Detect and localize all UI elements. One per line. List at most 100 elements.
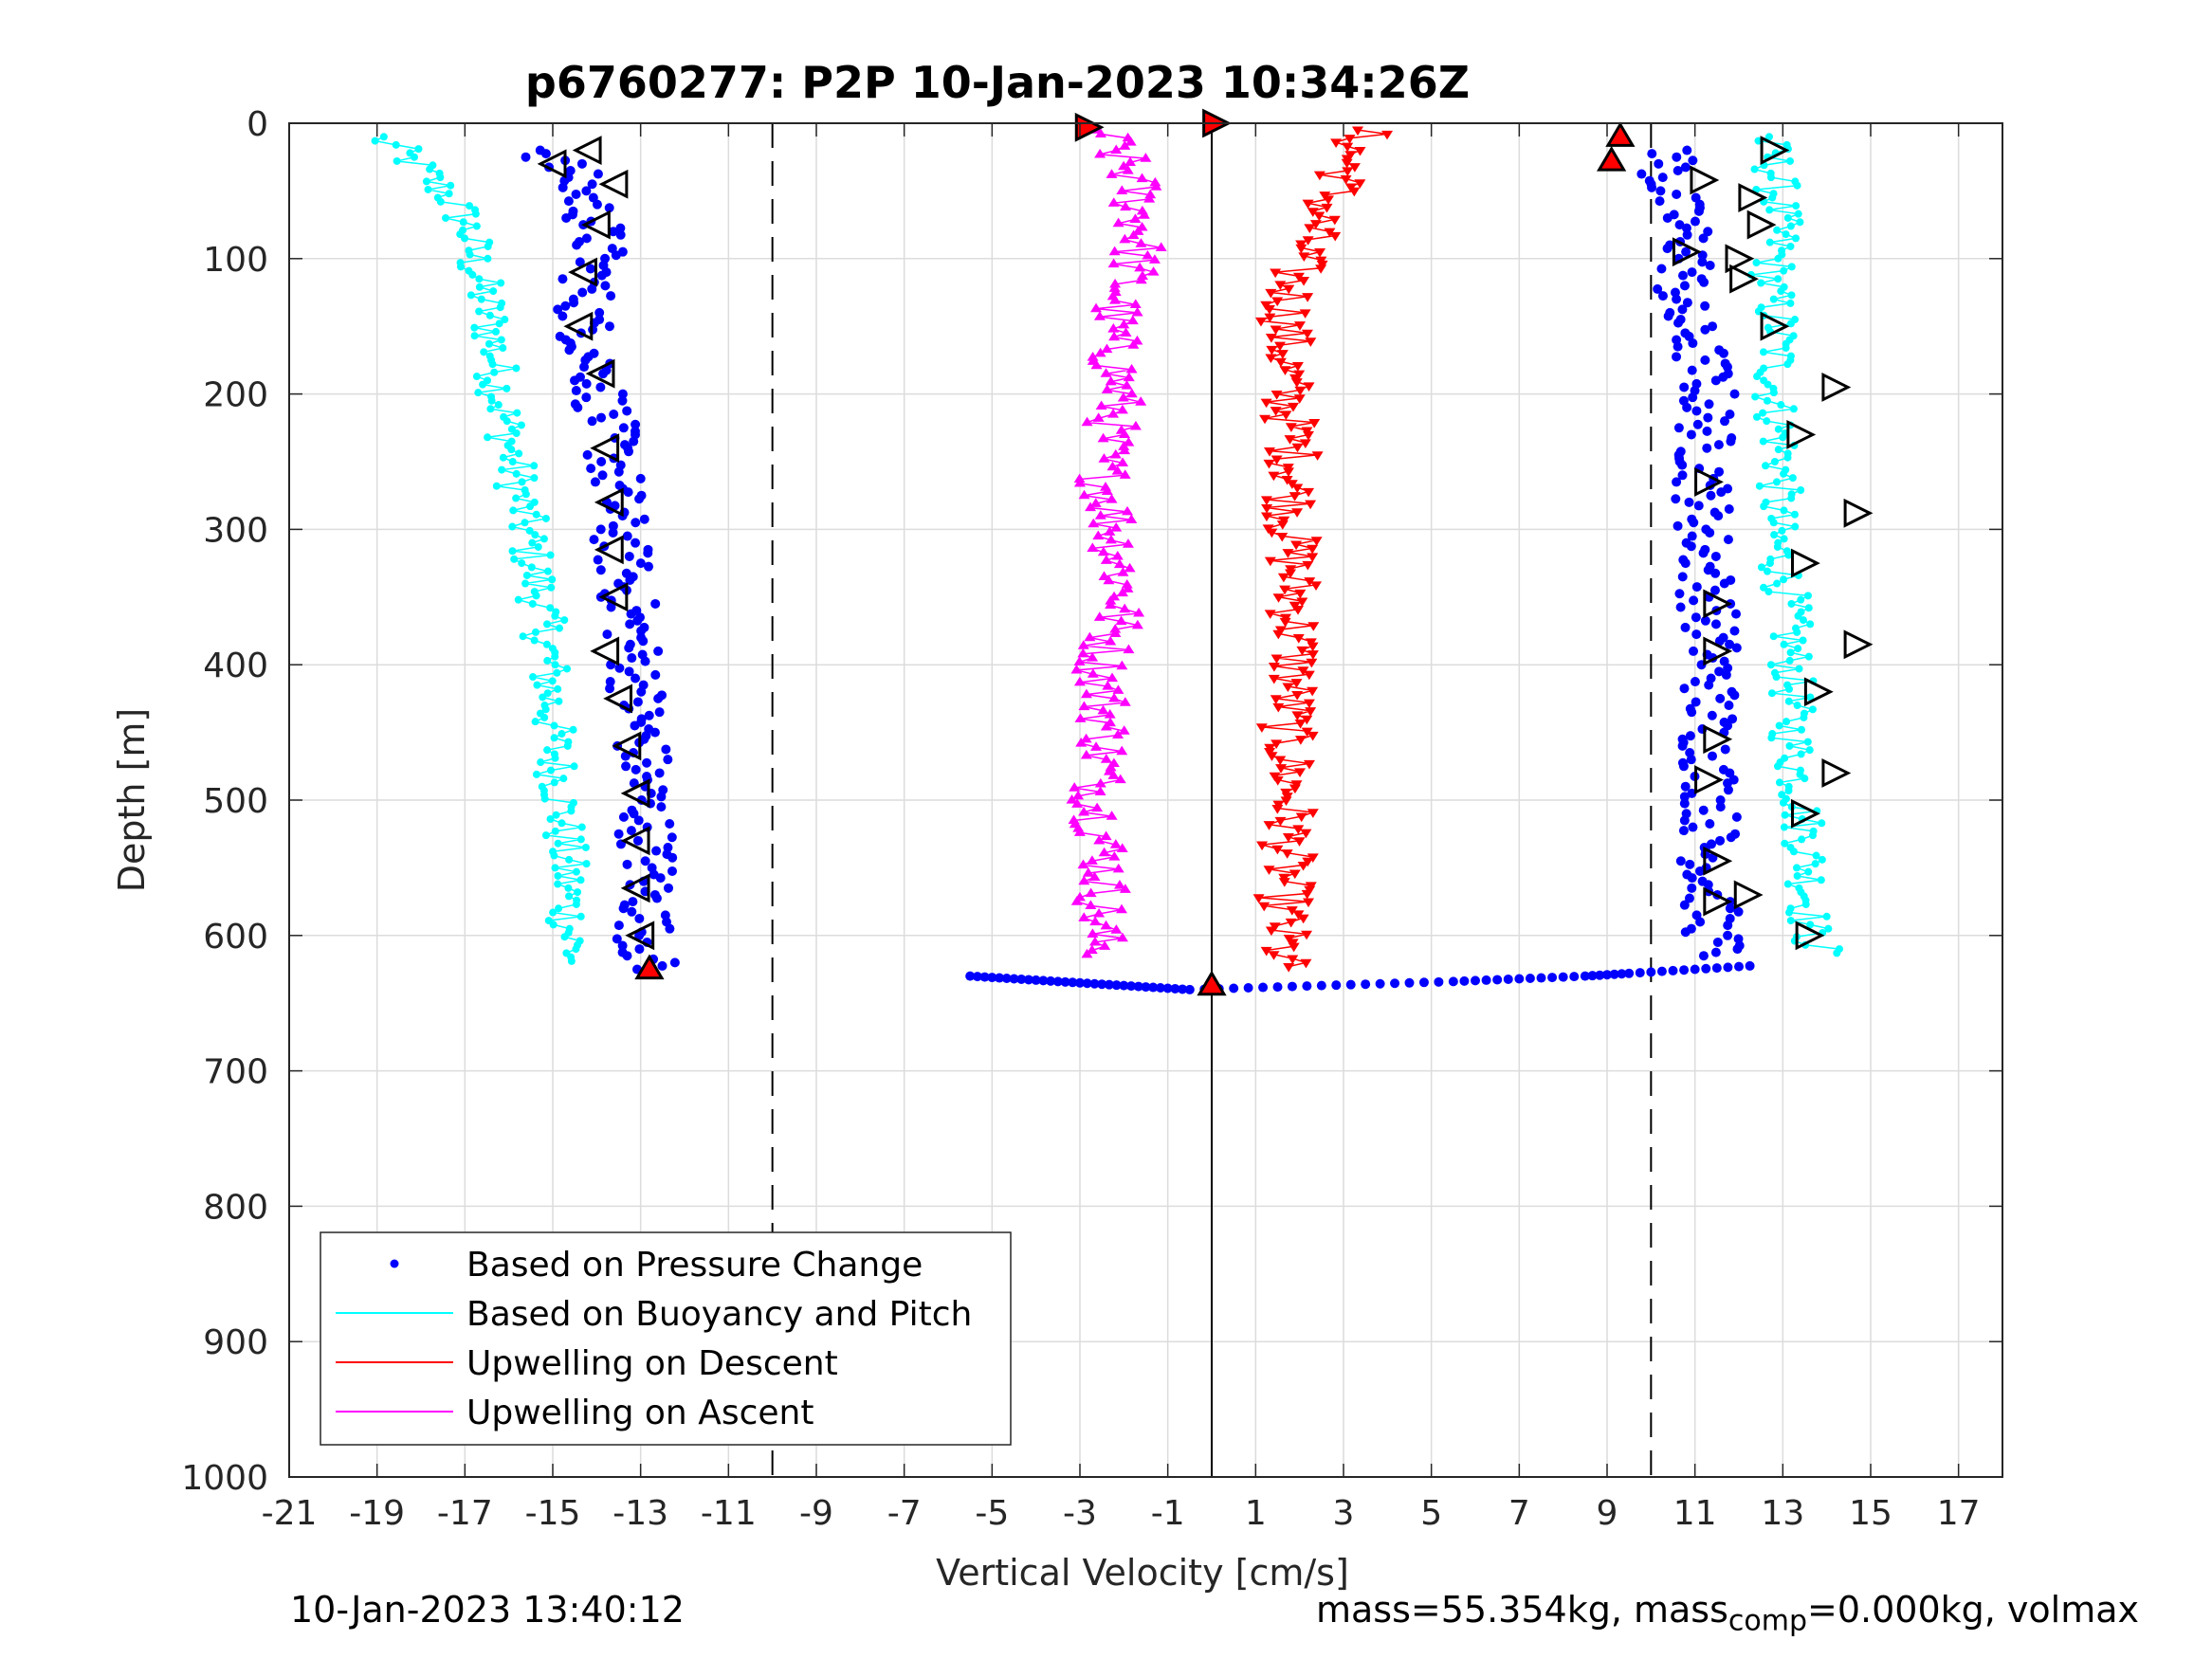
pressure-point [995,973,1005,983]
marker-right-open [1760,136,1790,165]
pressure-point [625,574,635,585]
pressure-point [1653,283,1663,294]
pressure-point [1448,976,1458,987]
upwelling-ascent-point [1119,140,1131,150]
upwelling-ascent-point [1094,777,1106,788]
upwelling-ascent-point [1111,465,1124,475]
pressure-point [1723,930,1733,940]
upwelling-descent-point [1309,581,1322,591]
pressure-point [665,818,675,829]
upwelling-descent-point [1282,467,1294,477]
upwelling-descent-point [1264,610,1276,619]
pressure-point [573,402,583,412]
pressure-point [540,149,551,159]
pressure-point [1745,960,1755,971]
marker-red-up [1597,146,1627,172]
upwelling-ascent-point [1092,530,1105,540]
buoyancy-point [532,510,540,519]
upwelling-descent-point [1305,500,1317,510]
upwelling-ascent-point [1116,404,1128,414]
pressure-point [1703,227,1713,237]
buoyancy-point [549,908,558,917]
pressure-point [1674,220,1685,230]
buoyancy-point [1798,835,1806,844]
upwelling-descent-point [1286,906,1298,916]
pressure-point [1023,975,1033,985]
pressure-point [598,369,609,379]
marker-right-open [1694,765,1724,795]
buoyancy-point [531,628,539,636]
upwelling-descent-point [1260,496,1272,505]
upwelling-ascent-point [1069,782,1081,792]
pressure-point [1715,693,1726,703]
upwelling-ascent-point [1127,339,1140,349]
pressure-point [1710,947,1721,957]
upwelling-ascent-point [1090,302,1103,313]
buoyancy-point [474,389,483,397]
buoyancy-point [1780,506,1788,515]
buoyancy-point [551,652,559,661]
upwelling-ascent-point [1138,210,1150,219]
pressure-point [631,419,641,429]
legend-label-descent: Upwelling on Descent [466,1344,838,1383]
upwelling-ascent-point [1131,306,1143,317]
pressure-point [1547,973,1558,983]
buoyancy-point [515,449,523,458]
pressure-point [1243,983,1253,994]
pressure-point [622,951,632,961]
pressure-point [1705,818,1715,829]
upwelling-ascent-point [1097,546,1109,556]
pressure-point [1178,984,1188,994]
pressure-point [1710,375,1721,386]
upwelling-descent-point [1268,674,1280,684]
pressure-point [1687,883,1697,893]
buoyancy-point [499,344,507,353]
upwelling-ascent-point [1106,169,1118,178]
upwelling-ascent-line [1070,129,1161,956]
y-axis-label: Depth [m] [111,708,153,893]
buoyancy-point [560,616,569,625]
upwelling-descent-point [1308,418,1321,428]
pressure-point [1715,802,1726,812]
x-axis-label: Vertical Velocity [cm/s] [936,1552,1349,1594]
buoyancy-point [507,446,516,454]
upwelling-descent-point [1342,167,1354,176]
marker-right-open [1703,886,1733,917]
pressure-point [570,375,580,386]
pressure-point [1677,270,1688,281]
upwelling-ascent-point [1124,562,1136,573]
buoyancy-point [1784,787,1793,795]
pressure-point [654,768,665,778]
series-buoyancy-descent [371,133,591,965]
pressure-point [1656,264,1667,274]
pressure-point [633,815,644,826]
pressure-point [1673,520,1683,531]
buoyancy-point [459,218,467,227]
upwelling-ascent-point [1077,859,1089,869]
upwelling-descent-point [1271,804,1284,814]
buoyancy-point [512,469,521,478]
pressure-point [1609,969,1619,979]
buoyancy-point [1760,583,1768,592]
buoyancy-point [1797,750,1805,758]
buoyancy-point [513,409,521,417]
pressure-point [1723,962,1733,973]
buoyancy-point [508,458,517,465]
pressure-point [575,257,585,267]
buoyancy-point [479,380,487,389]
pressure-point [1663,311,1673,321]
pressure-point [624,666,634,677]
buoyancy-point [547,583,556,592]
pressure-point [1104,979,1114,990]
upwelling-descent-point [1304,224,1316,233]
buoyancy-point [1780,266,1788,275]
upwelling-ascent-point [1109,448,1122,459]
pressure-point [1672,189,1682,199]
upwelling-ascent-point [1097,704,1109,715]
pressure-point [1708,321,1718,332]
pressure-point [1698,805,1709,815]
buoyancy-point [1785,908,1794,917]
pressure-point [615,229,626,240]
pressure-point [1698,233,1709,244]
buoyancy-point [546,551,555,559]
